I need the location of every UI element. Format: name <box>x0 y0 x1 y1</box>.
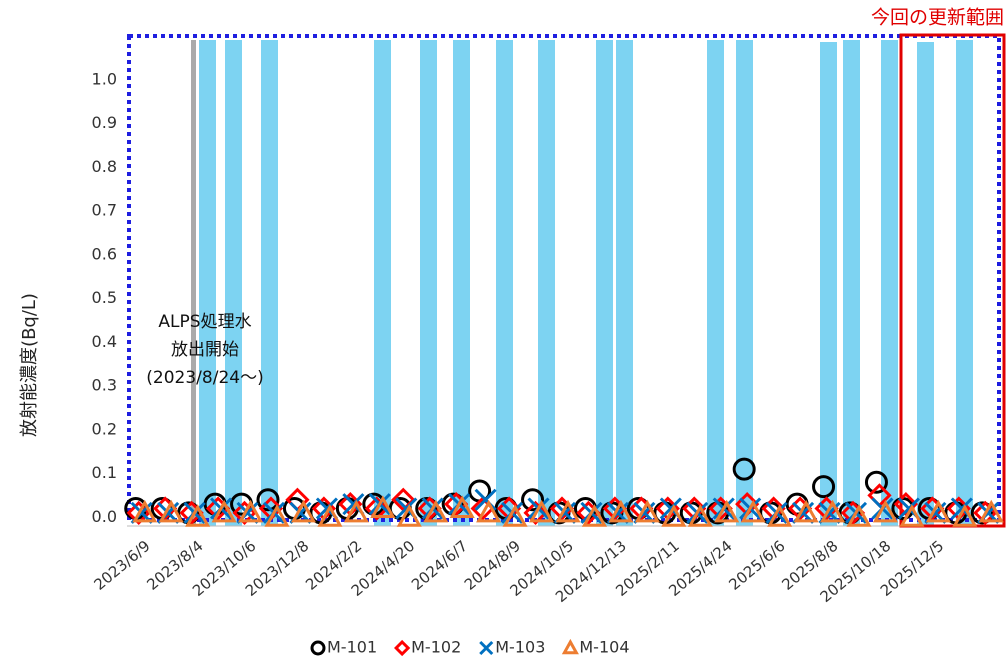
y-tick-label: 0.2 <box>92 419 117 438</box>
marker-triangle <box>423 499 449 523</box>
marker-triangle <box>740 499 766 523</box>
marker-triangle <box>819 499 846 523</box>
shade <box>199 40 216 526</box>
marker-circle <box>970 501 994 525</box>
shade <box>616 40 633 526</box>
shade <box>538 40 555 526</box>
marker-circle <box>732 457 756 481</box>
alps-start-line <box>191 40 196 526</box>
marker-triangle <box>370 495 396 518</box>
marker-x <box>479 640 494 656</box>
x-tick-label: 2025/6/6 <box>725 537 788 594</box>
y-tick-label: 0.1 <box>92 463 117 482</box>
marker-triangle <box>476 499 502 523</box>
shade <box>596 40 613 526</box>
y-tick-label: 0.6 <box>92 244 117 263</box>
marker-triangle <box>925 499 951 523</box>
marker-triangle <box>343 499 369 523</box>
shade <box>956 40 973 526</box>
annotation-line: 放出開始 <box>171 340 239 360</box>
shade <box>736 40 753 526</box>
marker-circle <box>864 470 888 494</box>
shade <box>881 40 898 526</box>
marker-triangle <box>634 499 660 523</box>
marker-triangle <box>767 504 793 527</box>
shade <box>374 40 391 526</box>
marker-triangle <box>237 499 264 523</box>
shade <box>707 40 724 526</box>
legend-label: M-103 <box>495 638 545 657</box>
shade <box>225 40 242 526</box>
legend-label: M-102 <box>411 638 461 657</box>
x-tick-label: 2024/6/7 <box>408 537 471 594</box>
y-tick-label: 0.9 <box>92 113 117 132</box>
y-axis-label: 放射能濃度(Bq/L) <box>19 293 40 437</box>
marker-diamond <box>523 500 548 525</box>
plot <box>124 457 1004 527</box>
shade <box>420 40 437 526</box>
y-tick-label: 0.5 <box>92 288 117 307</box>
marker-circle <box>310 640 326 656</box>
marker-diamond <box>364 496 389 521</box>
marker-triangle <box>502 504 528 527</box>
legend: M-101 M-102 M-103 M-104 <box>310 638 630 657</box>
update-range-box <box>899 33 1006 528</box>
marker-triangle <box>687 504 713 527</box>
marker-triangle <box>952 504 978 527</box>
marker-diamond <box>394 639 411 657</box>
marker-circle <box>812 475 836 499</box>
marker-triangle <box>899 504 925 527</box>
shade <box>261 40 278 526</box>
shaded-periods <box>191 40 973 526</box>
x-tick-label: 2023/6/9 <box>91 537 154 594</box>
marker-triangle <box>846 504 872 527</box>
marker-triangle <box>561 638 579 655</box>
marker-triangle <box>211 499 237 523</box>
y-tick-label: 0.4 <box>92 332 117 351</box>
shade <box>917 42 934 526</box>
y-tick-label: 0.3 <box>92 376 117 395</box>
marker-triangle <box>449 495 475 518</box>
marker-triangle <box>872 499 899 523</box>
shade <box>843 40 860 526</box>
y-tick-label: 0.8 <box>92 157 117 176</box>
marker-triangle <box>555 499 581 523</box>
marker-triangle <box>608 499 634 523</box>
marker-triangle <box>661 504 687 527</box>
legend-label: M-101 <box>327 638 377 657</box>
marker-triangle <box>528 499 555 523</box>
y-tick-label: 0.0 <box>92 507 117 526</box>
marker-circle <box>521 488 545 512</box>
shade <box>453 40 470 526</box>
marker-triangle <box>290 499 317 523</box>
marker-triangle <box>396 504 422 527</box>
marker-circle <box>256 488 280 512</box>
marker-triangle <box>714 499 740 523</box>
shade <box>496 40 513 526</box>
marker-triangle <box>158 499 184 523</box>
marker-triangle <box>317 504 343 527</box>
marker-triangle <box>132 499 158 523</box>
y-tick-label: 0.7 <box>92 201 117 220</box>
annotation-line: ALPS処理水 <box>158 312 251 332</box>
marker-triangle <box>581 504 608 527</box>
marker-triangle <box>793 499 819 523</box>
dotted-frame <box>127 34 1001 522</box>
marker-triangle <box>185 504 211 527</box>
marker-triangle <box>264 504 290 527</box>
y-tick-label: 1.0 <box>92 69 117 88</box>
update-range-label: 今回の更新範囲 <box>871 7 1004 29</box>
marker-triangle <box>978 499 1004 523</box>
annotation-line: (2023/8/24～) <box>146 368 263 388</box>
legend-label: M-104 <box>579 638 629 657</box>
shade <box>820 42 837 526</box>
